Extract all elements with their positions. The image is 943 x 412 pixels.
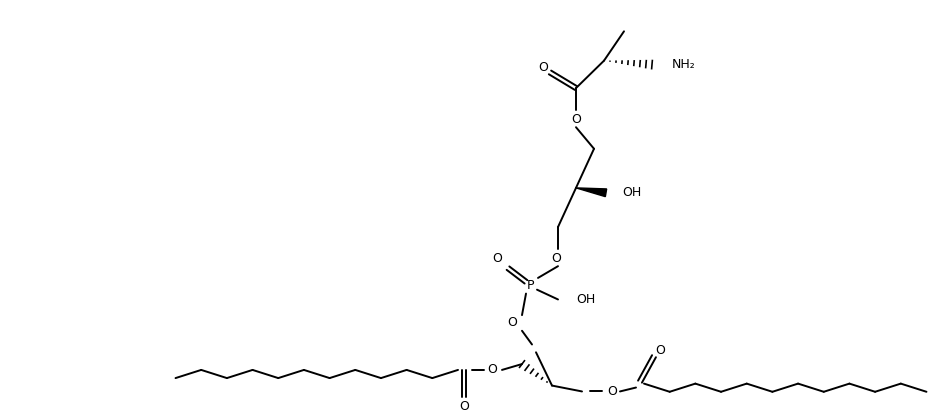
Text: O: O [655, 344, 665, 357]
Text: O: O [607, 385, 617, 398]
Text: O: O [571, 113, 581, 126]
Text: O: O [492, 252, 502, 265]
Text: NH₂: NH₂ [672, 58, 696, 71]
Text: OH: OH [576, 293, 595, 306]
Text: O: O [459, 400, 469, 412]
Text: O: O [488, 363, 497, 377]
Text: O: O [551, 252, 561, 265]
Text: OH: OH [622, 186, 641, 199]
Text: O: O [538, 61, 548, 74]
Polygon shape [576, 188, 606, 197]
Text: O: O [507, 316, 517, 330]
Text: P: P [526, 279, 534, 292]
